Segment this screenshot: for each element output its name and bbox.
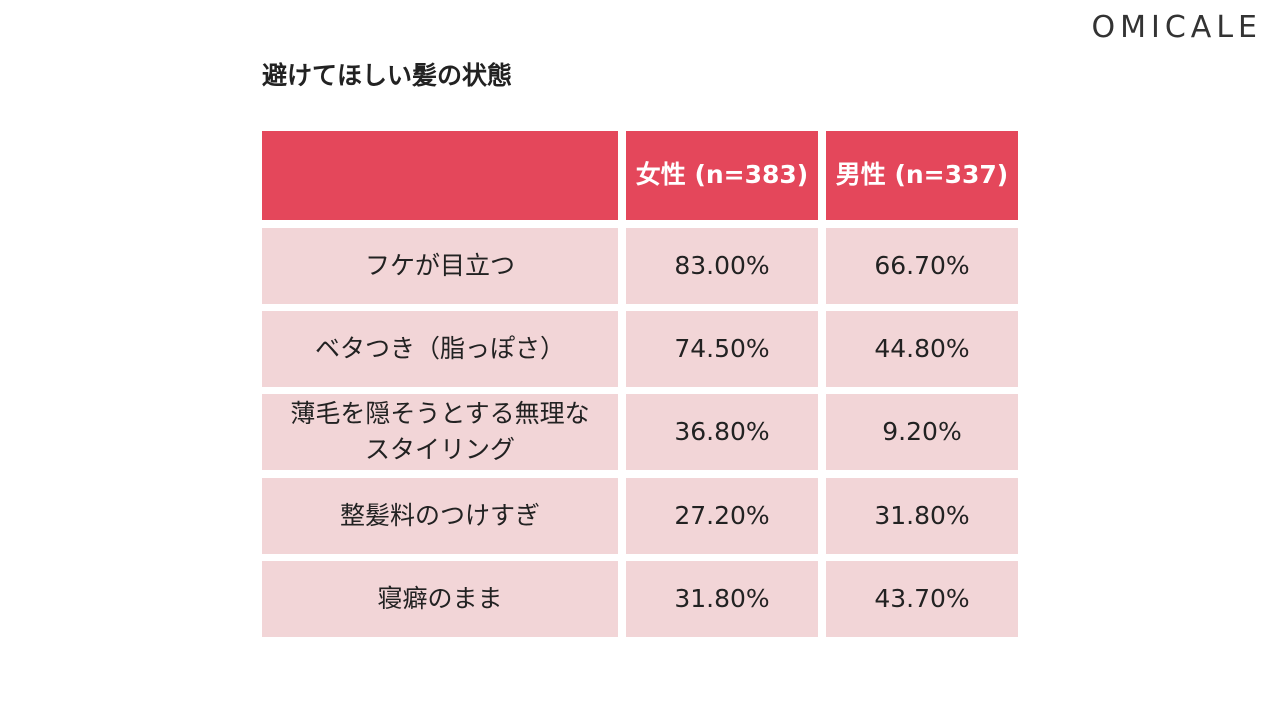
value-cell: 43.70% <box>826 561 1018 637</box>
title: 避けてほしい髪の状態 <box>262 61 513 90</box>
value-cell: 36.80% <box>626 394 818 470</box>
row-label: 寝癖のまま <box>262 561 618 637</box>
value-cell: 83.00% <box>626 228 818 304</box>
value-cell: 9.20% <box>826 394 1018 470</box>
logo: OMICALE <box>1091 10 1262 45</box>
header-cell <box>262 131 618 220</box>
value-cell: 31.80% <box>626 561 818 637</box>
value-cell: 31.80% <box>826 478 1018 554</box>
row-label: フケが目立つ <box>262 228 618 304</box>
value-cell: 44.80% <box>826 311 1018 387</box>
value-cell: 27.20% <box>626 478 818 554</box>
row-label: 整髪料のつけすぎ <box>262 478 618 554</box>
row-label: 薄毛を隠そうとする無理な スタイリング <box>262 394 618 470</box>
value-cell: 74.50% <box>626 311 818 387</box>
value-cell: 66.70% <box>826 228 1018 304</box>
row-label: ベタつき（脂っぽさ） <box>262 311 618 387</box>
header-cell: 女性 (n=383) <box>626 131 818 220</box>
header-cell: 男性 (n=337) <box>826 131 1018 220</box>
